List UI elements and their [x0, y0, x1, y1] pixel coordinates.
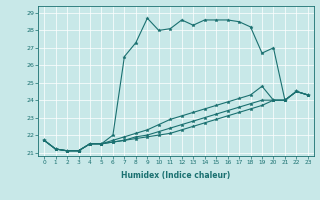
X-axis label: Humidex (Indice chaleur): Humidex (Indice chaleur) [121, 171, 231, 180]
